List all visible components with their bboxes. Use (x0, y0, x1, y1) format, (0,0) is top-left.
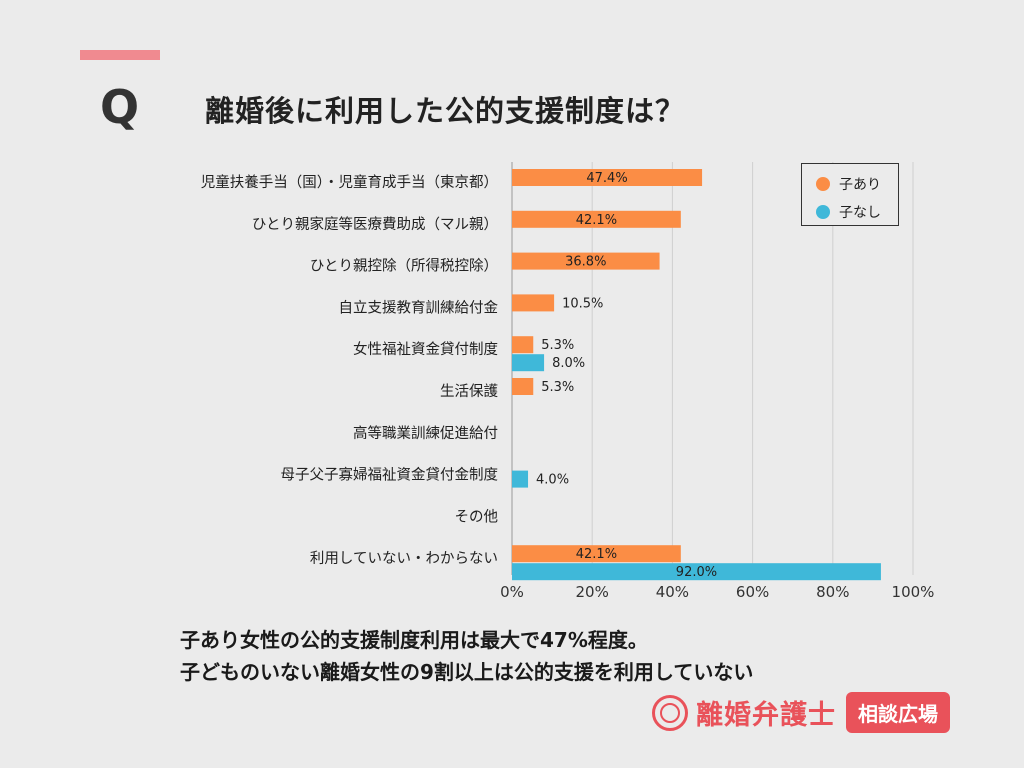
bar-with-children (512, 210, 681, 228)
legend-item-with-children: 子あり (816, 174, 881, 194)
data-label: 92.0% (676, 565, 717, 580)
category-label: 利用していない・わからない (310, 550, 498, 567)
bar-with-children (512, 336, 534, 354)
bar-without-children (512, 354, 545, 372)
summary-line-2: 子どものいない離婚女性の9割以上は公的支援を利用していない (180, 660, 754, 684)
category-label: 生活保護 (440, 383, 498, 400)
x-tick-label: 100% (892, 583, 935, 601)
data-label: 42.1% (576, 213, 617, 228)
x-tick-label: 0% (500, 583, 524, 601)
category-label: 高等職業訓練促進給付 (353, 424, 498, 442)
data-label: 8.0% (552, 356, 585, 371)
bar-with-children (512, 252, 660, 270)
data-label: 10.5% (562, 296, 603, 311)
summary-line-1: 子あり女性の公的支援制度利用は最大で47%程度。 (180, 628, 648, 652)
bar-chart: 0% 20% 40% 60% 80% 100% 児童扶養手当（国）・児童育成手当（東京都） ひ… (201, 162, 935, 601)
category-label: 女性福祉資金貸付制度 (353, 340, 498, 358)
data-label: 47.4% (586, 171, 627, 186)
brand-name: 離婚弁護士 (696, 700, 836, 731)
bar-with-children (512, 378, 534, 395)
legend-swatch-with-children (816, 177, 830, 191)
bar-without-children (512, 470, 529, 488)
question-marker: Q (100, 80, 140, 134)
seal-icon (652, 694, 688, 731)
accent-bar (80, 50, 160, 60)
question-title: 離婚後に利用した公的支援制度は？ (205, 94, 686, 128)
category-label: その他 (455, 508, 499, 525)
data-label: 5.3% (541, 338, 574, 353)
legend-label: 子あり (839, 177, 881, 193)
x-tick-label: 20% (576, 583, 609, 601)
legend-swatch-without-children (816, 205, 830, 219)
chart-legend: 子あり 子なし (801, 163, 899, 226)
data-label: 4.0% (536, 473, 569, 488)
data-label: 42.1% (576, 547, 617, 562)
brand-badge: 相談広場 (846, 692, 950, 733)
data-label: 5.3% (541, 380, 574, 395)
brand-logo: 離婚弁護士 相談広場 (652, 692, 950, 733)
bar-with-children (512, 545, 681, 563)
category-label: ひとり親控除（所得税控除） (310, 258, 498, 275)
bar-with-children (512, 169, 703, 186)
bar-with-children (512, 294, 555, 312)
category-label: 児童扶養手当（国）・児童育成手当（東京都） (201, 173, 498, 191)
bar-without-children (512, 563, 881, 581)
legend-label: 子なし (839, 205, 881, 221)
x-tick-label: 80% (816, 583, 849, 601)
category-label: ひとり親家庭等医療費助成（マル親） (252, 215, 498, 233)
data-label: 36.8% (565, 255, 606, 270)
x-tick-label: 60% (736, 583, 769, 601)
category-label: 母子父子寡婦福祉資金貸付金制度 (281, 466, 499, 484)
category-label: 自立支援教育訓練給付金 (339, 299, 499, 316)
x-tick-label: 40% (656, 583, 689, 601)
legend-item-without-children: 子なし (816, 202, 881, 222)
